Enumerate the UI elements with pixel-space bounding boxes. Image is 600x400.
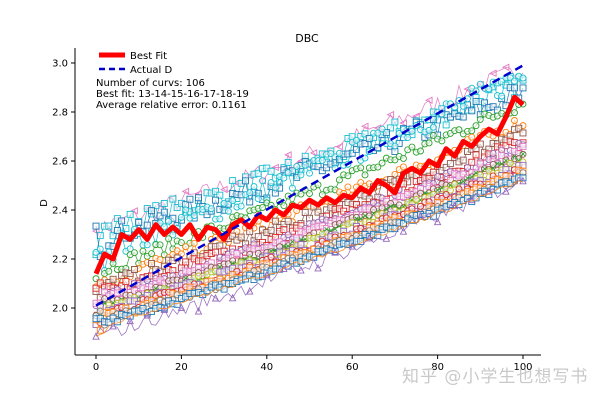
- x-tick-label: 40: [260, 362, 273, 373]
- y-tick-label: 2.8: [52, 108, 68, 119]
- x-tick-label: 80: [431, 362, 444, 373]
- best-fit-line: [93, 94, 525, 275]
- x-tick-label: 0: [93, 362, 99, 373]
- y-tick-label: 2.0: [52, 304, 68, 315]
- y-tick-label: 3.0: [52, 59, 68, 70]
- legend: Best Fit Actual D Number of curvs: 106 B…: [96, 51, 249, 111]
- scatter-curve: [95, 180, 524, 337]
- legend-actual-d-label: Actual D: [130, 65, 173, 76]
- watermark: 知乎 @小学生也想写书: [402, 367, 589, 387]
- y-axis-label: D: [39, 199, 50, 207]
- y-tick-label: 2.4: [52, 206, 68, 217]
- x-tick-label: 20: [175, 362, 188, 373]
- y-tick-label: 2.2: [52, 255, 68, 266]
- annotation-curve-count: Number of curvs: 106: [96, 78, 205, 89]
- annotation-avg-error: Average relative error: 0.1161: [96, 100, 247, 111]
- legend-best-fit-label: Best Fit: [130, 51, 167, 62]
- chart-title: DBC: [295, 32, 319, 45]
- actual-d-line: [95, 64, 524, 307]
- x-tick-label: 60: [346, 362, 359, 373]
- x-tick-label: 100: [513, 362, 532, 373]
- fit-lines: [93, 64, 525, 307]
- scatter-curve: [92, 176, 527, 340]
- y-tick-label: 2.6: [52, 157, 68, 168]
- scatter-curves: [91, 63, 527, 340]
- axes: 0 20 40 60 80 100 2.0 2.2 2.4 2.6 2.8 3.0: [52, 48, 541, 373]
- scatter-curve: [92, 174, 527, 326]
- annotation-best-fit: Best fit: 13-14-15-16-17-18-19: [96, 89, 249, 100]
